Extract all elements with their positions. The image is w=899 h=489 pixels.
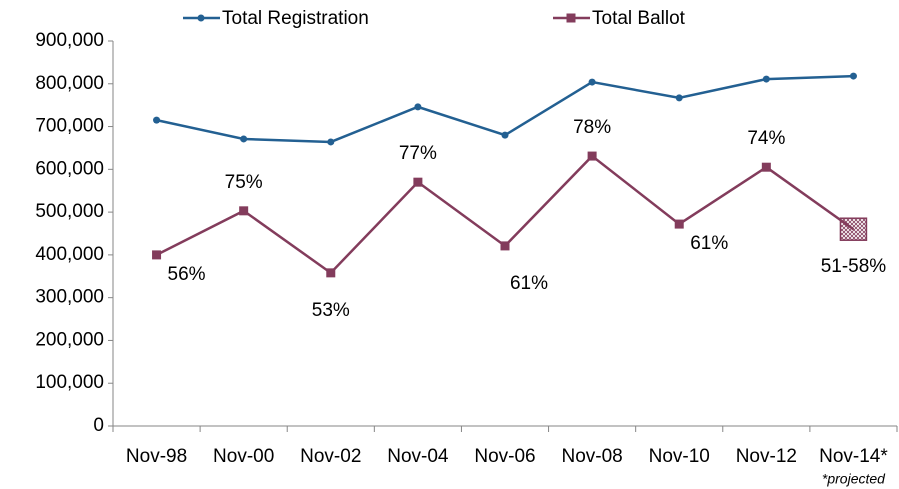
marker (674, 219, 684, 229)
annotation: 61% (690, 233, 728, 254)
marker (153, 116, 161, 124)
marker (326, 268, 336, 278)
marker (240, 135, 248, 143)
x-tick-label: Nov-04 (387, 446, 449, 467)
annotation: 75% (225, 172, 263, 193)
y-tick-label: 600,000 (35, 158, 104, 179)
y-tick-label: 800,000 (35, 73, 104, 94)
x-tick-label: Nov-14* (819, 446, 888, 467)
marker (413, 177, 423, 187)
annotation: 78% (573, 117, 611, 138)
legend-label: Total Ballot (592, 8, 686, 29)
x-tick-label: Nov-08 (561, 446, 622, 467)
y-tick-label: 500,000 (35, 201, 104, 222)
x-tick-label: Nov-06 (474, 446, 535, 467)
y-tick-label: 100,000 (35, 372, 104, 393)
x-tick-label: Nov-02 (300, 446, 361, 467)
annotation: 61% (510, 273, 548, 294)
marker (588, 78, 596, 86)
x-tick-label: Nov-00 (213, 446, 274, 467)
annotation: 56% (168, 264, 206, 285)
marker (500, 241, 510, 251)
annotation: 53% (312, 300, 350, 321)
annotation: 51-58% (821, 256, 887, 277)
x-tick-label: Nov-10 (649, 446, 710, 467)
note: *projected (822, 471, 886, 487)
y-tick-label: 0 (93, 415, 104, 436)
marker (152, 250, 162, 260)
x-tick-label: Nov-98 (126, 446, 187, 467)
marker (762, 75, 770, 83)
projected-marker (839, 217, 868, 241)
y-tick-label: 300,000 (35, 287, 104, 308)
annotation: 77% (399, 143, 437, 164)
annotation: 74% (747, 128, 785, 149)
marker (675, 94, 683, 102)
y-tick-label: 200,000 (35, 329, 104, 350)
marker (849, 72, 857, 80)
marker (239, 206, 249, 216)
marker (414, 103, 422, 111)
marker (327, 138, 335, 146)
y-tick-label: 900,000 (35, 30, 104, 51)
marker (501, 131, 509, 139)
y-tick-label: 700,000 (35, 116, 104, 137)
x-tick-label: Nov-12 (736, 446, 797, 467)
legend-label: Total Registration (222, 8, 369, 29)
legend-marker (566, 13, 576, 23)
marker (761, 162, 771, 172)
legend-marker (197, 14, 205, 22)
y-tick-label: 400,000 (35, 244, 104, 265)
marker (587, 151, 597, 161)
